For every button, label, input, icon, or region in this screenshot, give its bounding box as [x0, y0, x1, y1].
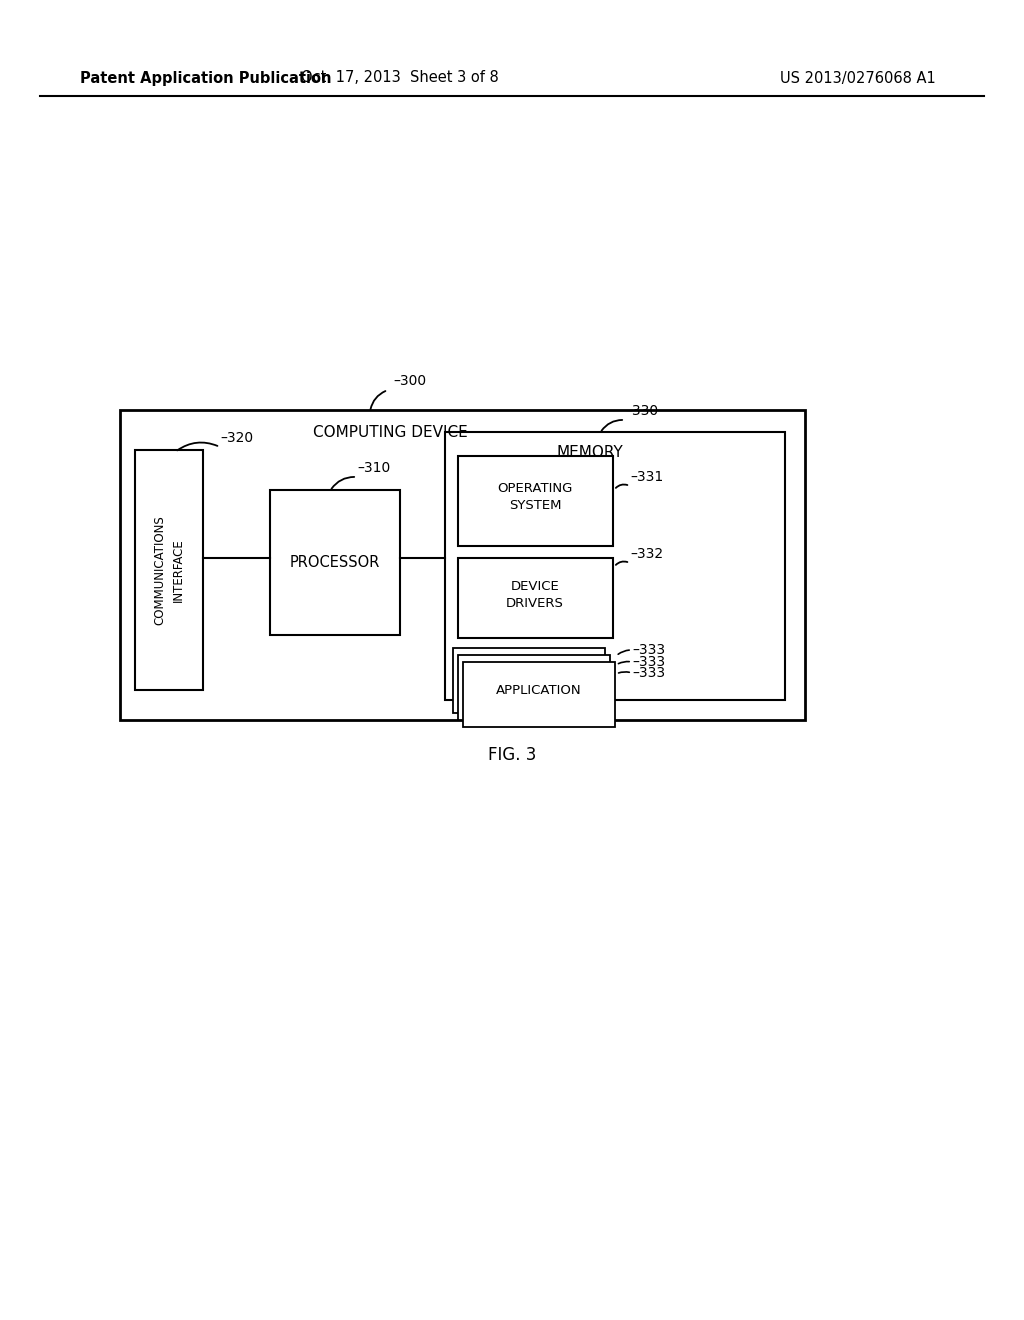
Bar — [458, 558, 613, 638]
Text: OPERATING
SYSTEM: OPERATING SYSTEM — [498, 482, 572, 512]
Bar — [445, 432, 785, 700]
Text: APPLICATION: APPLICATION — [497, 684, 582, 697]
Text: Patent Application Publication: Patent Application Publication — [80, 70, 332, 86]
Text: –300: –300 — [393, 374, 426, 388]
Text: –333: –333 — [632, 655, 666, 669]
Text: –330: –330 — [625, 404, 658, 418]
Text: –332: –332 — [630, 546, 664, 561]
Bar — [458, 655, 610, 719]
Text: US 2013/0276068 A1: US 2013/0276068 A1 — [780, 70, 936, 86]
Text: MEMORY: MEMORY — [557, 445, 624, 459]
Text: DEVICE
DRIVERS: DEVICE DRIVERS — [506, 579, 564, 610]
Text: COMMUNICATIONS
INTERFACE: COMMUNICATIONS INTERFACE — [154, 515, 184, 624]
Bar — [453, 648, 605, 713]
Text: PROCESSOR: PROCESSOR — [290, 554, 380, 570]
Text: –333: –333 — [632, 643, 666, 657]
Text: FIG. 3: FIG. 3 — [487, 746, 537, 764]
Text: COMPUTING DEVICE: COMPUTING DEVICE — [312, 425, 467, 440]
Bar — [135, 450, 203, 690]
Text: –331: –331 — [630, 470, 664, 484]
Bar — [270, 490, 400, 635]
Bar — [120, 411, 805, 719]
Text: Oct. 17, 2013  Sheet 3 of 8: Oct. 17, 2013 Sheet 3 of 8 — [301, 70, 499, 86]
Text: –310: –310 — [357, 461, 390, 475]
Bar — [463, 663, 615, 727]
Bar — [458, 455, 613, 546]
Text: –320: –320 — [220, 432, 253, 445]
Text: –333: –333 — [632, 667, 666, 680]
